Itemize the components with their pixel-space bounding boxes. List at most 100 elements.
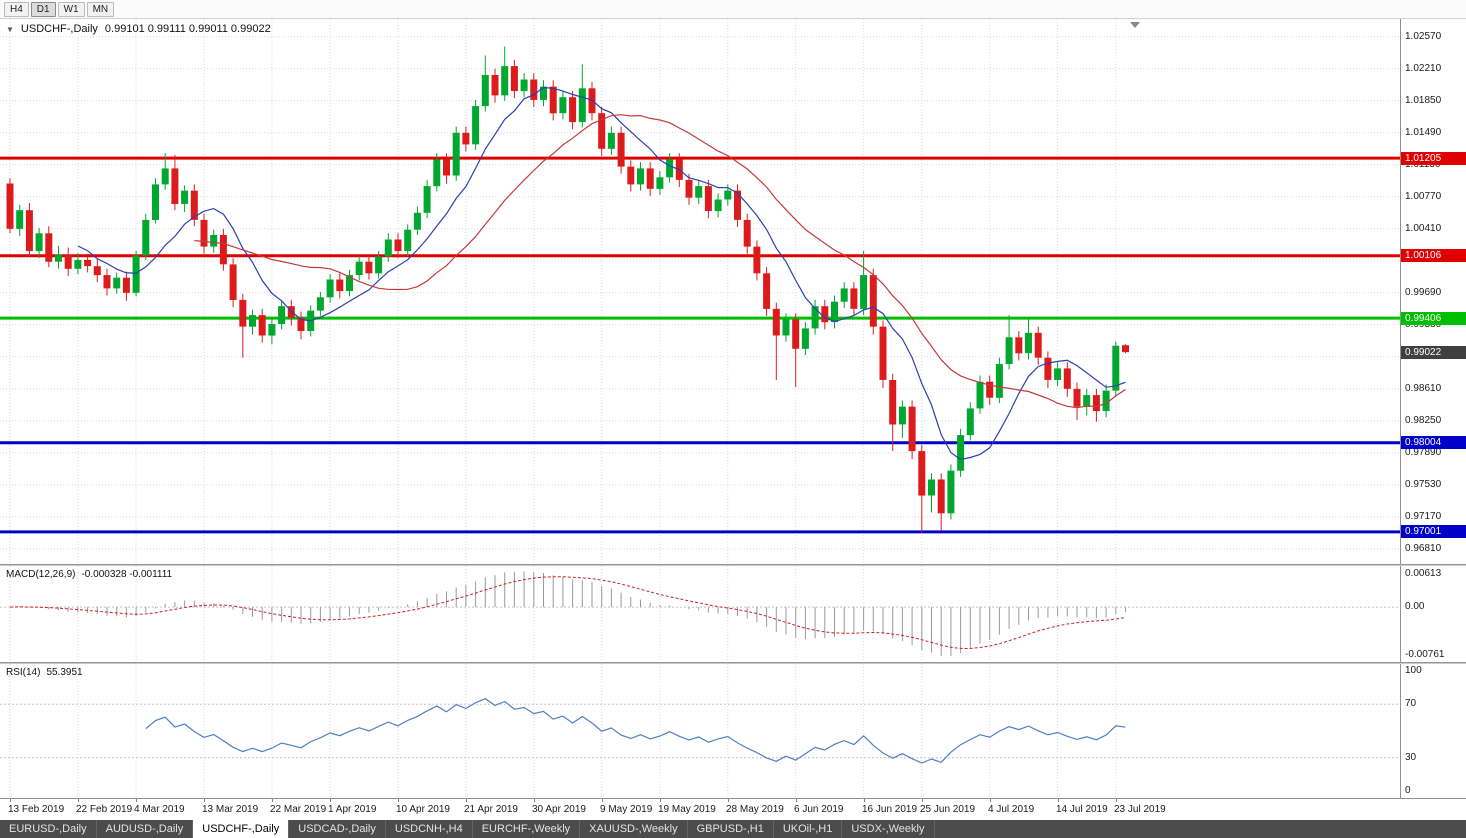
panel-separator-macd[interactable]	[0, 564, 1466, 566]
date-tick-label: 21 Apr 2019	[464, 804, 518, 815]
date-tick-label: 22 Feb 2019	[76, 804, 133, 815]
date-tick-mark	[398, 799, 399, 802]
macd-plot[interactable]: MACD(12,26,9) -0.000328 -0.001111	[0, 566, 1400, 662]
price-axis-label: 1.01850	[1405, 95, 1442, 106]
macd-params-label: MACD(12,26,9)	[6, 569, 76, 580]
chart-ohlc-values: 0.99101 0.99111 0.99011 0.99022	[104, 23, 271, 35]
price-level-badge: 1.00106	[1401, 249, 1466, 262]
chart-tab-eurchf[interactable]: EURCHF-,Weekly	[473, 820, 581, 838]
date-tick-mark	[796, 799, 797, 802]
chart-tab-usdcnh[interactable]: USDCNH-,H4	[386, 820, 473, 838]
chart-tabs-bar: EURUSD-,Daily AUDUSD-,Daily USDCHF-,Daily U…	[0, 820, 1466, 838]
timeframe-button-mn[interactable]: MN	[86, 1, 115, 17]
price-axis-label: 0.98610	[1405, 383, 1442, 394]
rsi-indicator-label: RSI(14) 55.3951	[6, 667, 83, 678]
price-axis-label: 0.97170	[1405, 511, 1442, 522]
price-axis[interactable]: 1.025701.022101.018501.014901.011301.007…	[1400, 19, 1466, 564]
chart-shift-marker-icon[interactable]	[1130, 22, 1140, 28]
price-chart-panel: ▼ USDCHF-,Daily 0.99101 0.99111 0.99011 …	[0, 19, 1466, 564]
current-price-badge: 0.99022	[1401, 346, 1466, 359]
date-tick-mark	[660, 799, 661, 802]
rsi-panel: RSI(14) 55.3951 100 70 30 0	[0, 664, 1466, 798]
macd-axis[interactable]: 0.00613 0.00 -0.00761	[1400, 566, 1466, 662]
date-tick-mark	[10, 799, 11, 802]
price-level-badge: 0.99406	[1401, 312, 1466, 325]
date-tick-label: 13 Mar 2019	[202, 804, 259, 815]
price-axis-label: 1.00410	[1405, 223, 1442, 234]
date-tick-mark	[204, 799, 205, 802]
price-level-badge: 0.98004	[1401, 436, 1466, 449]
chart-tab-gbpusd[interactable]: GBPUSD-,H1	[688, 820, 774, 838]
date-tick-mark	[602, 799, 603, 802]
chart-tab-usdx[interactable]: USDX-,Weekly	[842, 820, 935, 838]
macd-chart[interactable]	[0, 566, 1400, 662]
date-tick-mark	[922, 799, 923, 802]
macd-indicator-label: MACD(12,26,9) -0.000328 -0.001111	[6, 569, 172, 580]
date-tick-label: 28 May 2019	[726, 804, 784, 815]
rsi-value: 55.3951	[46, 667, 83, 678]
rsi-axis-label: 70	[1405, 698, 1417, 709]
candlestick-chart[interactable]	[0, 19, 1400, 564]
macd-values: -0.000328 -0.001111	[81, 569, 173, 580]
date-tick-label: 4 Jul 2019	[988, 804, 1035, 815]
timeframe-button-h4[interactable]: H4	[4, 1, 29, 17]
chart-title: ▼ USDCHF-,Daily 0.99101 0.99111 0.99011 …	[6, 23, 271, 35]
chart-tab-xauusd[interactable]: XAUUSD-,Weekly	[580, 820, 688, 838]
chart-tab-usdcad[interactable]: USDCAD-,Daily	[289, 820, 386, 838]
chart-tab-audusd[interactable]: AUDUSD-,Daily	[97, 820, 194, 838]
timeframe-button-w1[interactable]: W1	[57, 1, 85, 17]
price-axis-label: 0.98250	[1405, 415, 1442, 426]
date-tick-label: 4 Mar 2019	[134, 804, 185, 815]
price-axis-label: 1.02570	[1405, 31, 1442, 42]
date-axis[interactable]: 13 Feb 2019 22 Feb 2019 4 Mar 2019 13 Mar 2…	[0, 798, 1466, 820]
date-tick-mark	[534, 799, 535, 802]
chart-tab-usdchf[interactable]: USDCHF-,Daily	[193, 820, 290, 838]
date-tick-mark	[272, 799, 273, 802]
date-tick-label: 16 Jun 2019	[862, 804, 918, 815]
macd-panel: MACD(12,26,9) -0.000328 -0.001111 0.0061…	[0, 566, 1466, 662]
price-level-badge: 0.97001	[1401, 525, 1466, 538]
date-tick-label: 9 May 2019	[600, 804, 653, 815]
macd-axis-label: 0.00613	[1405, 568, 1442, 579]
macd-axis-label: -0.00761	[1405, 649, 1445, 660]
price-chart-plot[interactable]: ▼ USDCHF-,Daily 0.99101 0.99111 0.99011 …	[0, 19, 1400, 564]
price-axis-label: 1.01490	[1405, 127, 1442, 138]
rsi-chart[interactable]	[0, 664, 1400, 798]
date-tick-mark	[466, 799, 467, 802]
price-axis-label: 1.02210	[1405, 63, 1442, 74]
timeframe-button-d1[interactable]: D1	[30, 1, 56, 17]
date-tick-mark	[728, 799, 729, 802]
price-level-badge: 1.01205	[1401, 152, 1466, 165]
date-tick-mark	[864, 799, 865, 802]
date-tick-label: 22 Mar 2019	[270, 804, 327, 815]
date-tick-label: 6 Jun 2019	[794, 804, 844, 815]
date-tick-label: 23 Jul 2019	[1114, 804, 1166, 815]
chart-dropdown-icon[interactable]: ▼	[6, 24, 14, 34]
rsi-axis-label: 100	[1405, 665, 1422, 676]
date-tick-label: 14 Jul 2019	[1056, 804, 1108, 815]
price-axis-label: 0.97530	[1405, 479, 1442, 490]
date-tick-label: 30 Apr 2019	[532, 804, 586, 815]
panel-separator-rsi[interactable]	[0, 662, 1466, 664]
date-tick-mark	[990, 799, 991, 802]
date-tick-label: 13 Feb 2019	[8, 804, 65, 815]
date-tick-label: 25 Jun 2019	[920, 804, 976, 815]
date-tick-label: 19 May 2019	[658, 804, 716, 815]
macd-axis-label: 0.00	[1405, 601, 1425, 612]
chart-tab-ukoil[interactable]: UKOil-,H1	[774, 820, 843, 838]
price-axis-label: 1.00770	[1405, 191, 1442, 202]
rsi-plot[interactable]: RSI(14) 55.3951	[0, 664, 1400, 798]
chart-tab-eurusd[interactable]: EURUSD-,Daily	[0, 820, 97, 838]
rsi-axis[interactable]: 100 70 30 0	[1400, 664, 1466, 798]
timeframe-toolbar: H4 D1 W1 MN	[0, 0, 1466, 19]
rsi-axis-label: 0	[1405, 785, 1411, 796]
date-tick-mark	[78, 799, 79, 802]
date-tick-mark	[1058, 799, 1059, 802]
rsi-axis-label: 30	[1405, 752, 1417, 763]
price-axis-label: 0.97890	[1405, 447, 1442, 458]
price-axis-label: 0.96810	[1405, 543, 1442, 554]
date-tick-label: 10 Apr 2019	[396, 804, 450, 815]
date-tick-mark	[330, 799, 331, 802]
date-tick-mark	[1116, 799, 1117, 802]
